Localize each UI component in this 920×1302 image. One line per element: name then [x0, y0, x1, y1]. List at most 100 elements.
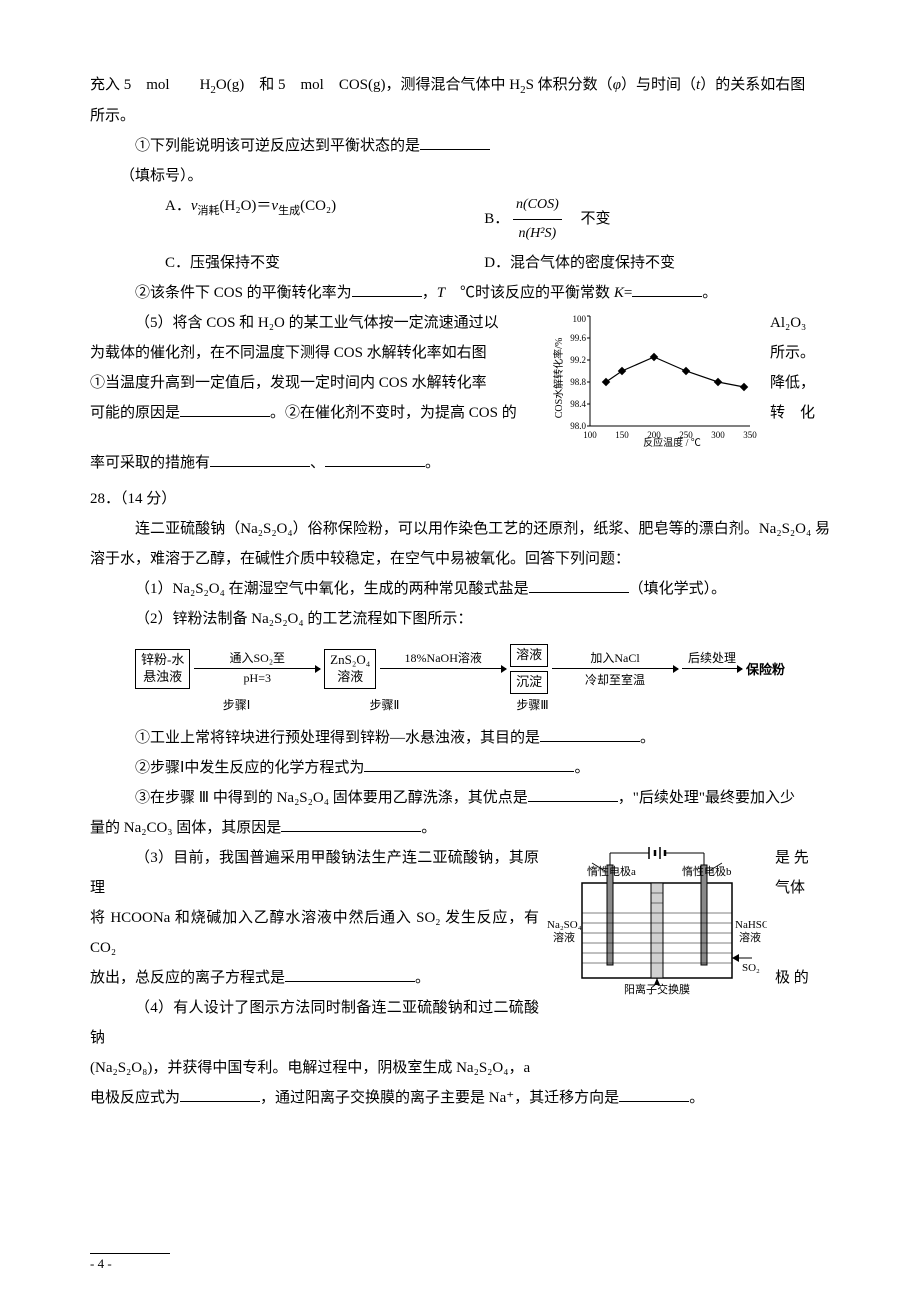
intro-line2: 所示。 [90, 101, 830, 131]
label-eb: 惰性电极b [682, 864, 732, 878]
intro-line: 充入 5 mol H2O(g) 和 5 mol COS(g)，测得混合气体中 H… [90, 70, 830, 101]
t: 溶液 [337, 669, 363, 684]
t: ②步骤Ⅰ中发生反应的化学方程式为 [135, 760, 364, 776]
svg-text:98.4: 98.4 [570, 399, 586, 409]
q4-line: ②该条件下 COS 的平衡转化率为，T ℃时该反应的平衡常数 K=。 [90, 278, 830, 308]
option-b: B． n(COS) n(H²S) 不变 [484, 191, 830, 248]
s4l3: 电极反应式为，通过阳离子交换膜的离子主要是 Na⁺，其迁移方向是。 [90, 1083, 830, 1113]
t: 。②在催化剂不变时，为提高 COS 的 [270, 405, 517, 421]
t: 。 [421, 820, 436, 836]
t: 。 [574, 760, 589, 776]
blank [619, 1086, 689, 1102]
var-T: T [437, 285, 445, 301]
svg-text:100: 100 [573, 314, 587, 324]
label-ea: 惰性电极a [587, 864, 636, 878]
arrow-label: pH=3 [194, 671, 320, 686]
t: 转 化 [770, 398, 830, 428]
option-row-ab: A．v消耗(H₂O)＝v生成(CO₂) B． n(COS) n(H²S) 不变 [90, 191, 830, 248]
svg-text:溶液: 溶液 [553, 930, 575, 944]
blank [285, 966, 415, 982]
flow-split: 溶液 沉淀 [510, 644, 548, 694]
svg-text:NaHSO₃: NaHSO₃ [735, 919, 767, 931]
cos-chart: 98.0 98.4 98.8 99.2 99.6 100 [552, 308, 762, 448]
t: ②该条件下 COS 的平衡转化率为 [135, 285, 352, 301]
q5-l1: （5）将含 COS 和 H₂O 的某工业气体按一定流速通过以 [90, 308, 544, 338]
t: 不变 [565, 211, 610, 227]
sub: 消耗 [198, 205, 220, 217]
t: （填化学式）。 [629, 581, 727, 597]
s3l1: （3）目前，我国普遍采用甲酸钠法生产连二亚硫酸钠，其原理 [90, 843, 539, 903]
flow-box-1: 锌粉-水悬浊液 [135, 649, 190, 689]
blank [352, 281, 422, 297]
q28-s2: （2）锌粉法制备 Na₂S₂O₄ 的工艺流程如下图所示： [90, 604, 830, 634]
t: 。 [689, 1090, 704, 1106]
option-d: D．混合气体的密度保持不变 [484, 248, 830, 278]
blank [281, 816, 421, 832]
arrow-label: 冷却至室温 [552, 671, 678, 688]
t: 极 的 [775, 963, 830, 993]
flow-arrow-4: 后续处理 [682, 668, 742, 669]
flowchart: 锌粉-水悬浊液 通入SO₂至 pH=3 ZnS₂O₄溶液 18%NaOH溶液 溶… [135, 644, 785, 713]
electrolysis-diagram: 惰性电极a 惰性电极b Na₂SO₄ 溶液 NaHSO₃ 溶液 SO₂ 阳离子交… [547, 843, 767, 1023]
var-K: K [614, 285, 624, 301]
q28-s1: （1）Na₂S₂O₄ 在潮湿空气中氧化，生成的两种常见酸式盐是（填化学式）。 [90, 574, 830, 604]
svg-text:99.2: 99.2 [570, 355, 586, 365]
option-a: A．v消耗(H₂O)＝v生成(CO₂) [165, 191, 484, 248]
q28-s2q1: ①工业上常将锌块进行预处理得到锌粉—水悬浊液，其目的是。 [90, 723, 830, 753]
t: 可能的原因是 [90, 405, 180, 421]
fraction: n(COS) n(H²S) [513, 191, 562, 248]
svg-text:350: 350 [743, 430, 757, 440]
denominator: n(H²S) [513, 220, 562, 248]
comma: ， [422, 285, 437, 301]
t: S 体积分数（ [526, 77, 613, 93]
t: O(g) 和 5 mol COS(g)，测得混合气体中 H [216, 77, 520, 93]
q5-l5: 率可采取的措施有、。 [90, 448, 830, 478]
step2-label: 步骤Ⅱ [337, 696, 432, 713]
q28-s2q2: ②步骤Ⅰ中发生反应的化学方程式为 。 [90, 753, 830, 783]
svg-text:100: 100 [583, 430, 597, 440]
t: ①工业上常将锌块进行预处理得到锌粉—水悬浊液，其目的是 [135, 730, 540, 746]
q1-stem: ①下列能说明该可逆反应达到平衡状态的是 [90, 131, 830, 161]
svg-text:99.6: 99.6 [570, 333, 586, 343]
svg-text:150: 150 [615, 430, 629, 440]
q28-head: 28．（14 分） [90, 484, 830, 514]
q28-s2q3c: 量的 Na₂CO₃ 固体，其原因是 。 [90, 813, 830, 843]
t: 率可采取的措施有 [90, 455, 210, 471]
q1-text: ①下列能说明该可逆反应达到平衡状态的是 [135, 138, 420, 154]
s4l1: （4）有人设计了图示方法同时制备连二亚硫酸钠和过二硫酸钠 [90, 993, 539, 1053]
flow-arrow-2: 18%NaOH溶液 [380, 668, 506, 669]
phi: φ [613, 77, 621, 93]
page-footer: - 4 - [90, 1251, 830, 1272]
svg-text:溶液: 溶液 [739, 930, 761, 944]
blank [210, 451, 310, 467]
electro-svg: 惰性电极a 惰性电极b Na₂SO₄ 溶液 NaHSO₃ 溶液 SO₂ 阳离子交… [547, 843, 767, 1013]
flow-arrow-3: 加入NaCl 冷却至室温 [552, 668, 678, 669]
t: 。 [415, 970, 430, 986]
flow-arrow-4-wrap: 后续处理 [682, 668, 742, 669]
sub: 生成 [278, 205, 300, 217]
q28-s2q3: ③在步骤 Ⅲ 中得到的 Na₂S₂O₄ 固体要用乙醇洗涤，其优点是，"后续处理"… [90, 783, 830, 813]
flow-box-3b: 沉淀 [510, 671, 548, 694]
blank [540, 726, 640, 742]
q5-l2: 为载体的催化剂，在不同温度下测得 COS 水解转化率如右图 [90, 338, 544, 368]
q5-l4: 可能的原因是 。②在催化剂不变时，为提高 COS 的 [90, 398, 544, 428]
t: 量的 Na₂CO₃ 固体，其原因是 [90, 820, 281, 836]
chart-svg: 98.0 98.4 98.8 99.2 99.6 100 [552, 308, 762, 448]
flow-box-3a: 溶液 [510, 644, 548, 667]
s3l2: 将 HCOONa 和烧碱加入乙醇水溶液中然后通入 SO₂ 发生反应，有 CO₂ [90, 903, 539, 963]
svg-text:300: 300 [711, 430, 725, 440]
arrow-label: 18%NaOH溶液 [380, 649, 506, 666]
q28-p1: 连二亚硫酸钠（Na₂S₂O₄）俗称保险粉，可以用作染色工艺的还原剂，纸浆、肥皂等… [90, 514, 830, 574]
blank [180, 1086, 260, 1102]
eq: = [624, 285, 632, 301]
svg-text:98.8: 98.8 [570, 377, 586, 387]
blank [632, 281, 702, 297]
arrow-label: 后续处理 [682, 649, 742, 666]
t: B． [484, 211, 509, 227]
arrow-label: 加入NaCl [552, 649, 678, 666]
s4l2: (Na₂S₂O₈)，并获得中国专利。电解过程中，阴极室生成 Na₂S₂O₄，a [90, 1053, 539, 1083]
t: 充入 5 mol H [90, 77, 210, 93]
svg-text:SO₂: SO₂ [742, 962, 760, 974]
t: ③在步骤 Ⅲ 中得到的 Na₂S₂O₄ 固体要用乙醇洗涤，其优点是 [135, 790, 528, 806]
arrow-label: 通入SO₂至 [194, 649, 320, 666]
